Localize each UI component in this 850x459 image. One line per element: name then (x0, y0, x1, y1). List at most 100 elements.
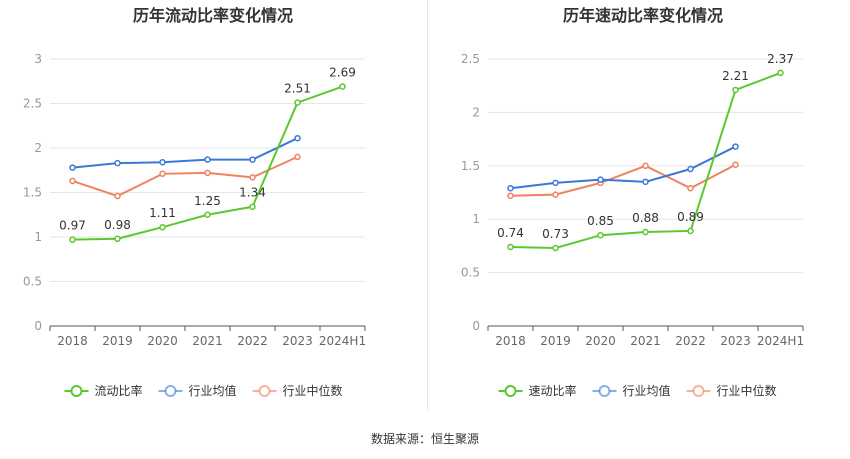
data-label: 0.85 (587, 214, 614, 228)
x-tick-label: 2020 (147, 334, 178, 348)
legend-marker (504, 385, 517, 397)
data-label: 2.51 (284, 82, 311, 96)
data-point-avg[interactable] (69, 164, 76, 171)
data-point-avg[interactable] (597, 176, 604, 183)
y-tick-label: 0.5 (23, 275, 42, 289)
data-point-median[interactable] (507, 192, 514, 199)
data-point-median[interactable] (552, 191, 559, 198)
y-tick-label: 0.5 (461, 266, 480, 280)
legend-item-median[interactable]: 行业中位数 (252, 383, 343, 398)
y-tick-label: 1.5 (23, 186, 42, 200)
data-point-median[interactable] (294, 153, 301, 161)
y-tick-label: 1 (472, 212, 480, 226)
data-point-avg[interactable] (249, 156, 256, 163)
data-point-avg[interactable] (294, 134, 301, 142)
x-tick-label: 2019 (540, 334, 571, 348)
x-tick-label: 2024H1 (757, 334, 804, 348)
legend-label: 行业均值 (189, 383, 237, 398)
data-point-avg[interactable] (204, 156, 211, 163)
chart-title-quick-ratio: 历年速动比率变化情况 (562, 6, 723, 25)
data-point-median[interactable] (687, 184, 694, 192)
data-point-main[interactable] (69, 236, 76, 243)
data-point-avg[interactable] (552, 179, 559, 187)
data-label: 0.89 (677, 210, 704, 224)
data-point-main[interactable] (507, 243, 514, 251)
current-ratio-chart: 0 0.5 1 1.5 2 2.5 3 2018 2019 2020 2021 2022 2023 202… (23, 52, 366, 398)
data-point-avg[interactable] (507, 184, 514, 192)
legend-label: 行业均值 (623, 383, 671, 398)
legend-marker (598, 385, 611, 397)
data-point-main[interactable] (294, 99, 301, 106)
data-label: 0.74 (497, 226, 524, 240)
data-label: 2.21 (722, 69, 749, 83)
data-point-main[interactable] (114, 235, 121, 243)
data-point-median[interactable] (732, 161, 739, 168)
data-label: 2.69 (329, 66, 356, 80)
data-point-main[interactable] (249, 203, 256, 210)
series-line-avg (72, 137, 298, 169)
data-label: 2.37 (767, 52, 794, 66)
x-tick-label: 2021 (630, 334, 661, 348)
data-point-main[interactable] (552, 244, 559, 252)
y-tick-label: 2 (472, 105, 480, 119)
panel-divider (427, 0, 428, 410)
x-tick-label: 2020 (585, 334, 616, 348)
x-tick-label: 2023 (720, 334, 751, 348)
data-point-main[interactable] (687, 227, 694, 235)
data-point-main[interactable] (204, 211, 211, 218)
y-tick-label: 0 (472, 319, 480, 333)
data-label: 0.98 (104, 218, 131, 232)
y-tick-label: 1 (34, 230, 42, 244)
legend-item-avg[interactable]: 行业均值 (592, 383, 671, 398)
legend-item-avg[interactable]: 行业均值 (158, 383, 237, 398)
data-point-main[interactable] (777, 69, 784, 77)
data-label: 1.11 (149, 206, 176, 220)
data-point-median[interactable] (159, 170, 166, 178)
y-tick-label: 2 (34, 141, 42, 155)
data-point-median[interactable] (642, 162, 649, 170)
data-point-median[interactable] (69, 177, 76, 185)
x-tick-label: 2024H1 (319, 334, 366, 348)
data-point-avg[interactable] (159, 158, 166, 166)
quick-ratio-chart: 0 0.5 1 1.5 2 2.5 2018 2019 2020 2021 2022 2023 2024… (461, 52, 804, 398)
legend-label: 速动比率 (529, 383, 577, 398)
data-point-main[interactable] (159, 223, 166, 231)
chart-title-current-ratio: 历年流动比率变化情况 (132, 6, 293, 25)
legend-item-main[interactable]: 速动比率 (498, 383, 577, 398)
x-tick-label: 2022 (675, 334, 706, 348)
series-line-avg (510, 145, 736, 190)
x-tick-label: 2018 (57, 334, 88, 348)
data-point-main[interactable] (597, 231, 604, 239)
data-label: 0.88 (632, 211, 659, 225)
data-label: 0.97 (59, 219, 86, 233)
legend-marker (692, 385, 705, 397)
y-tick-label: 1.5 (461, 159, 480, 173)
x-tick-label: 2022 (237, 334, 268, 348)
data-point-avg[interactable] (732, 143, 739, 150)
x-tick-label: 2019 (102, 334, 133, 348)
y-tick-label: 2.5 (23, 97, 42, 111)
legend-marker (70, 385, 83, 397)
legend-label: 行业中位数 (283, 383, 343, 398)
data-point-main[interactable] (339, 83, 346, 90)
series-line-median (510, 163, 736, 197)
x-tick-label: 2018 (495, 334, 526, 348)
data-label: 1.25 (194, 194, 221, 208)
legend-marker (258, 385, 271, 397)
series-line-median (72, 155, 298, 198)
data-point-median[interactable] (204, 169, 211, 177)
x-tick-label: 2023 (282, 334, 313, 348)
legend-item-main[interactable]: 流动比率 (64, 383, 143, 398)
data-point-median[interactable] (249, 174, 256, 181)
data-point-avg[interactable] (642, 178, 649, 186)
data-point-main[interactable] (732, 86, 739, 94)
y-tick-label: 2.5 (461, 52, 480, 66)
data-label: 0.73 (542, 227, 569, 241)
data-point-main[interactable] (642, 228, 649, 236)
data-point-avg[interactable] (687, 165, 694, 173)
data-source: 数据来源：恒生聚源 (370, 432, 479, 446)
legend-item-median[interactable]: 行业中位数 (686, 383, 777, 398)
data-point-avg[interactable] (114, 159, 121, 167)
data-point-median[interactable] (114, 192, 121, 200)
